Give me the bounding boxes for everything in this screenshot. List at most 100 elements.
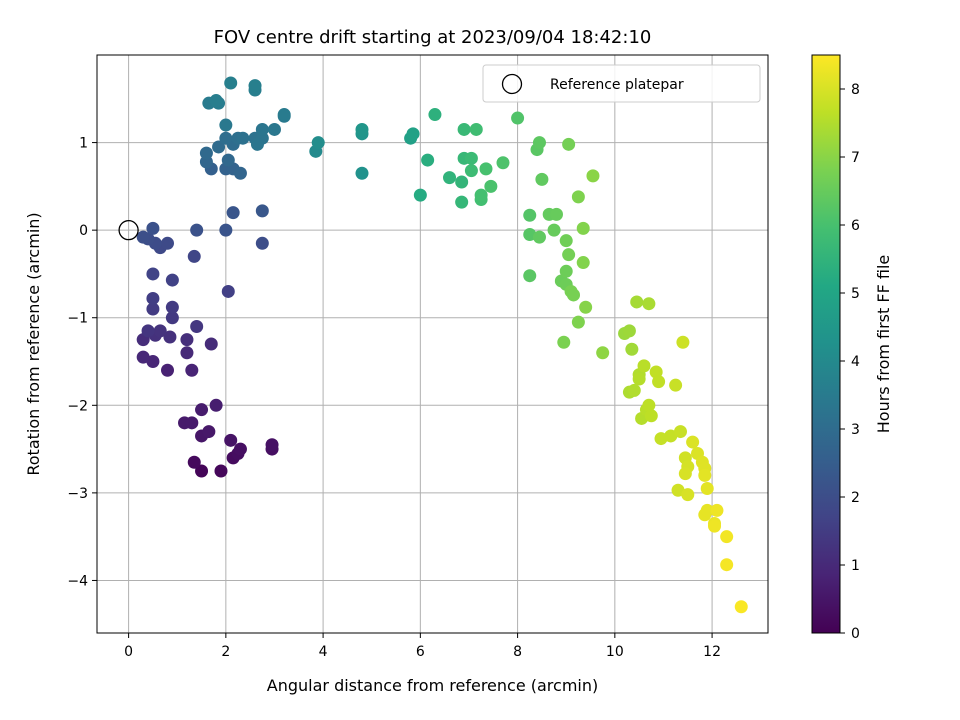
scatter-point xyxy=(523,228,537,242)
colorbar-tick-label: 1 xyxy=(851,558,860,574)
scatter-point xyxy=(678,467,692,481)
scatter-point xyxy=(559,234,573,248)
scatter-point xyxy=(187,455,201,469)
scatter-point xyxy=(671,483,685,497)
scatter-point xyxy=(180,333,194,347)
scatter-point xyxy=(136,230,150,244)
chart-title: FOV centre drift starting at 2023/09/04 … xyxy=(214,27,652,48)
scatter-point xyxy=(710,503,724,517)
legend-entry-label: Reference platepar xyxy=(550,77,684,93)
scatter-point xyxy=(632,372,646,386)
y-tick-label: −1 xyxy=(67,311,88,327)
scatter-point xyxy=(202,425,216,439)
scatter-point xyxy=(686,435,700,449)
scatter-point xyxy=(654,432,668,446)
scatter-point xyxy=(464,164,478,178)
scatter-point xyxy=(136,350,150,364)
scatter-point xyxy=(562,248,576,262)
scatter-point xyxy=(355,166,369,180)
scatter-point xyxy=(255,236,269,250)
scatter-point xyxy=(457,122,471,136)
y-axis-label: Rotation from reference (arcmin) xyxy=(24,212,43,475)
scatter-point xyxy=(596,346,610,360)
colorbar-tick-label: 6 xyxy=(851,218,860,234)
scatter-point xyxy=(428,108,442,122)
scatter-point xyxy=(187,249,201,263)
scatter-point xyxy=(226,206,240,220)
y-tick-label: −4 xyxy=(67,573,88,589)
scatter-point xyxy=(698,468,712,482)
scatter-point xyxy=(642,398,656,412)
scatter-point xyxy=(576,221,590,235)
scatter-point xyxy=(185,416,199,430)
x-tick-label: 12 xyxy=(703,644,721,660)
scatter-point xyxy=(250,137,264,151)
scatter-point xyxy=(630,295,644,309)
scatter-point xyxy=(185,363,199,377)
colorbar-label: Hours from first FF file xyxy=(874,255,893,434)
x-tick-label: 0 xyxy=(124,644,133,660)
scatter-point xyxy=(571,190,585,204)
x-tick-label: 2 xyxy=(221,644,230,660)
x-axis-ticks: 0 2 4 6 8 10 12 xyxy=(124,633,721,660)
y-tick-label: 1 xyxy=(79,136,88,152)
scatter-point xyxy=(557,335,571,349)
scatter-point xyxy=(204,337,218,351)
scatter-point xyxy=(443,171,457,185)
scatter-points xyxy=(136,76,748,614)
scatter-point xyxy=(549,207,563,221)
scatter-point xyxy=(146,302,160,316)
scatter-point xyxy=(163,330,177,344)
scatter-point xyxy=(559,264,573,278)
y-tick-label: −2 xyxy=(67,398,88,414)
y-tick-label: −3 xyxy=(67,486,88,502)
scatter-point xyxy=(523,208,537,222)
scatter-point xyxy=(219,118,233,132)
scatter-point xyxy=(233,166,247,180)
scatter-point xyxy=(265,438,279,452)
scatter-point xyxy=(464,151,478,165)
scatter-point xyxy=(248,79,262,93)
scatter-point xyxy=(455,195,469,209)
scatter-point xyxy=(209,398,223,412)
axes-frame xyxy=(96,54,769,634)
x-tick-label: 8 xyxy=(513,644,522,660)
scatter-point xyxy=(421,153,435,167)
scatter-point xyxy=(195,464,209,478)
scatter-point xyxy=(355,122,369,136)
scatter-point xyxy=(664,429,678,443)
scatter-point xyxy=(146,291,160,305)
scatter-point xyxy=(165,273,179,287)
scatter-point xyxy=(141,324,155,338)
scatter-point xyxy=(146,355,160,369)
scatter-point xyxy=(511,111,525,125)
scatter-point xyxy=(224,433,238,447)
colorbar-tick-label: 8 xyxy=(851,82,860,98)
x-axis-label: Angular distance from reference (arcmin) xyxy=(267,676,598,695)
scatter-point xyxy=(221,153,235,167)
scatter-point xyxy=(146,221,160,235)
scatter-point xyxy=(625,342,639,356)
scatter-point xyxy=(532,230,546,244)
colorbar-tick-label: 2 xyxy=(851,490,860,506)
scatter-point xyxy=(535,172,549,186)
scatter-point xyxy=(562,137,576,151)
scatter-point xyxy=(652,375,666,389)
scatter-point xyxy=(277,108,291,122)
scatter-point xyxy=(214,464,228,478)
colorbar xyxy=(812,55,840,633)
grid-lines xyxy=(97,55,768,633)
scatter-point xyxy=(455,175,469,189)
scatter-point xyxy=(622,324,636,338)
scatter-point xyxy=(233,442,247,456)
colorbar-tick-label: 7 xyxy=(851,150,860,166)
scatter-point xyxy=(700,503,714,517)
scatter-point xyxy=(673,425,687,439)
scatter-point xyxy=(224,76,238,90)
scatter-point xyxy=(496,156,510,170)
scatter-point xyxy=(236,131,250,145)
scatter-point xyxy=(484,179,498,193)
scatter-point xyxy=(579,300,593,314)
scatter-point xyxy=(532,136,546,150)
